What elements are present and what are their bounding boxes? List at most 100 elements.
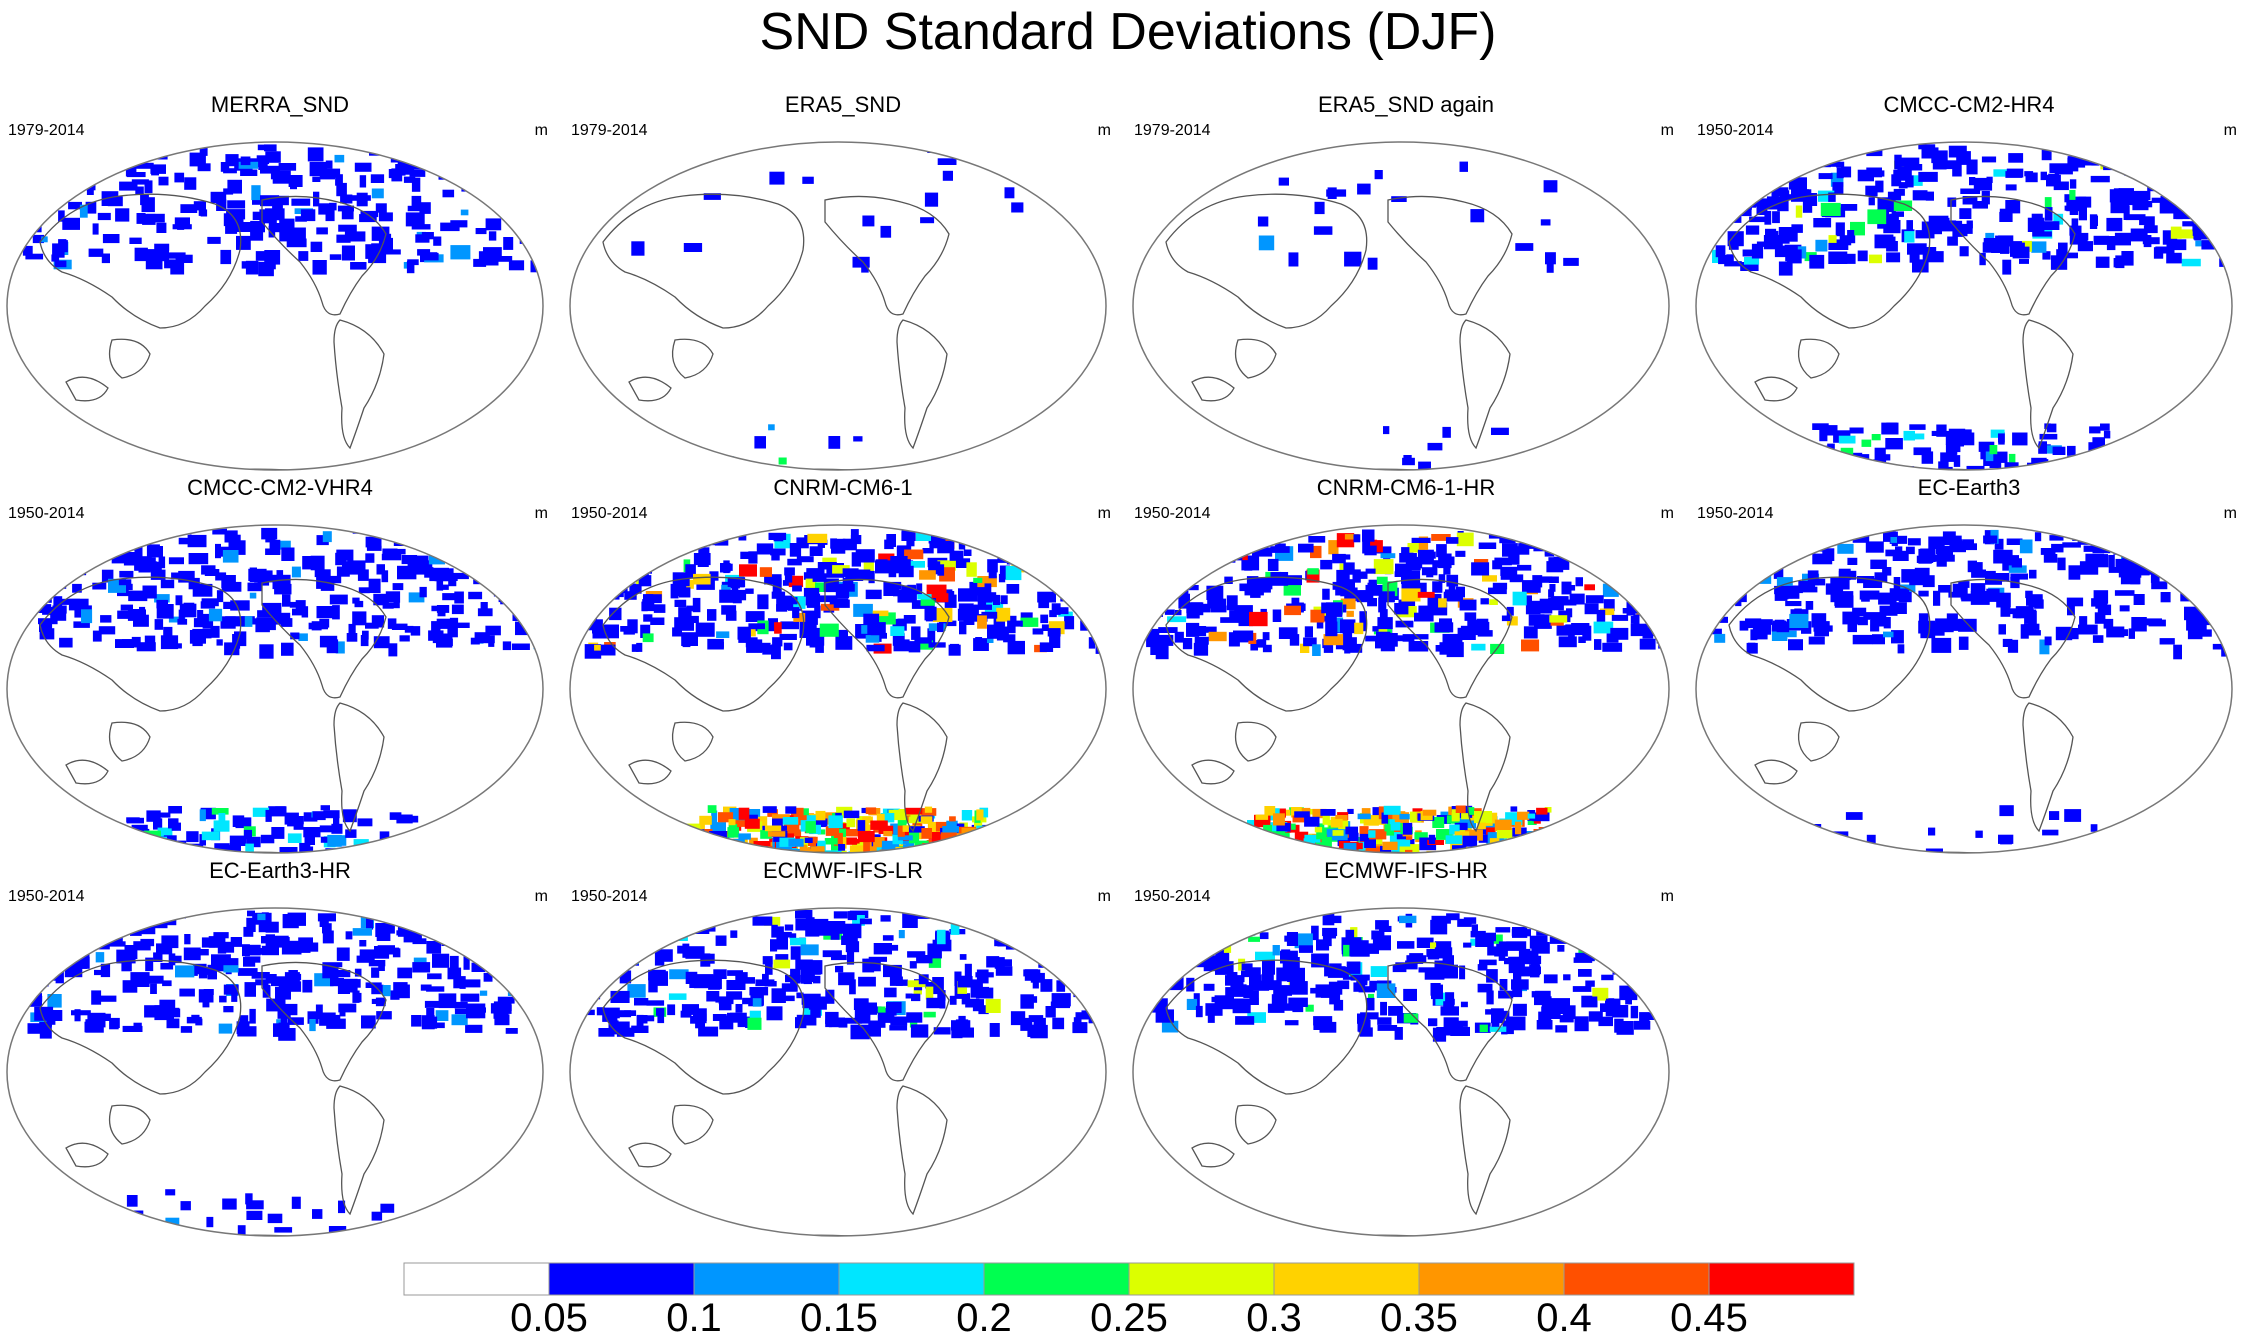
snow-cell bbox=[1857, 169, 1874, 182]
snow-cell bbox=[1255, 814, 1269, 820]
snow-cell bbox=[1294, 831, 1309, 843]
snow-cell bbox=[85, 543, 103, 550]
snow-cell bbox=[1909, 571, 1928, 586]
snow-cell bbox=[200, 209, 208, 217]
snow-cell bbox=[1230, 537, 1240, 543]
coastline bbox=[65, 376, 109, 402]
snow-cell bbox=[1056, 980, 1066, 992]
snow-cell bbox=[1293, 842, 1309, 853]
snow-cell bbox=[1880, 468, 1888, 470]
snow-cell bbox=[156, 943, 173, 955]
panel-title: CNRM-CM6-1-HR bbox=[1316, 475, 1496, 500]
snow-cell bbox=[2053, 181, 2069, 191]
snow-cell bbox=[1210, 605, 1227, 613]
snow-cell bbox=[1998, 624, 2006, 635]
snow-cell bbox=[133, 162, 154, 169]
snow-cell bbox=[174, 172, 185, 183]
snow-cell bbox=[1545, 252, 1556, 265]
snow-cell bbox=[1298, 543, 1314, 553]
snow-cell bbox=[1070, 530, 1087, 546]
snow-cell bbox=[319, 825, 336, 833]
snow-cell bbox=[1811, 148, 1825, 155]
snow-cell bbox=[1166, 938, 1186, 948]
snow-cell bbox=[1912, 190, 1928, 201]
snow-cell bbox=[375, 203, 387, 213]
snow-cell bbox=[426, 986, 445, 992]
snow-cell bbox=[2002, 638, 2013, 647]
snow-cell bbox=[2144, 146, 2152, 153]
snow-cell bbox=[305, 846, 314, 853]
snow-cell bbox=[1847, 230, 1855, 243]
snow-cell bbox=[1954, 471, 1960, 472]
snow-cell bbox=[323, 810, 340, 819]
coastline bbox=[1728, 576, 1931, 712]
snow-cell bbox=[80, 932, 98, 941]
snow-cell bbox=[1346, 832, 1359, 841]
snow-cell bbox=[198, 972, 208, 979]
snow-cell bbox=[525, 603, 537, 616]
snow-cell bbox=[212, 528, 227, 535]
snow-cell bbox=[368, 960, 386, 967]
snow-cell bbox=[2042, 829, 2059, 836]
snow-cell bbox=[2217, 593, 2231, 602]
snow-cell bbox=[1364, 837, 1376, 848]
snow-cell bbox=[223, 581, 232, 590]
snow-cell bbox=[243, 956, 256, 967]
snow-cell bbox=[1620, 924, 1637, 938]
snow-cell bbox=[1841, 166, 1852, 178]
snow-cell bbox=[1403, 1013, 1418, 1023]
snow-cell bbox=[958, 603, 974, 614]
snow-cell bbox=[1936, 424, 1947, 437]
snow-cell bbox=[1906, 220, 1913, 233]
snow-cell bbox=[595, 589, 605, 602]
snow-cell bbox=[2108, 567, 2120, 573]
snow-cell bbox=[1046, 552, 1060, 567]
snow-cell bbox=[307, 147, 324, 162]
snow-cell bbox=[1060, 607, 1069, 615]
snow-cell bbox=[222, 550, 239, 563]
snow-cell bbox=[289, 601, 302, 608]
snow-cell bbox=[2011, 558, 2022, 568]
snow-cell bbox=[752, 998, 762, 1007]
snow-cell bbox=[1392, 964, 1407, 973]
snow-cell bbox=[1273, 985, 1292, 996]
snow-cell bbox=[2125, 214, 2146, 221]
snow-cell bbox=[1857, 471, 1874, 472]
snow-cell bbox=[426, 1008, 435, 1022]
snow-cell bbox=[977, 576, 997, 588]
snow-cell bbox=[1578, 636, 1586, 643]
snow-cell bbox=[1394, 1027, 1403, 1040]
snow-cell bbox=[1745, 225, 1760, 235]
snow-cell bbox=[328, 1226, 347, 1233]
snow-cell bbox=[430, 914, 447, 922]
snow-cell bbox=[264, 144, 277, 152]
snow-cell bbox=[1894, 154, 1902, 170]
snow-cell bbox=[1443, 562, 1451, 575]
snow-cell bbox=[1446, 537, 1459, 544]
snow-cell bbox=[1417, 582, 1427, 596]
snow-cell bbox=[1490, 849, 1508, 853]
snow-cell bbox=[979, 915, 996, 926]
snow-cell bbox=[689, 840, 708, 850]
snow-cell bbox=[787, 558, 802, 566]
snow-cell bbox=[252, 211, 261, 220]
snow-cell bbox=[465, 948, 478, 955]
snow-cell bbox=[171, 572, 179, 580]
snow-cell bbox=[1409, 953, 1424, 964]
snow-cell bbox=[1381, 812, 1389, 824]
snow-cell bbox=[819, 623, 839, 637]
snow-cell bbox=[701, 844, 715, 853]
snow-cell bbox=[463, 916, 476, 928]
snow-cell bbox=[293, 816, 304, 825]
snow-cell bbox=[1576, 934, 1593, 942]
snow-cell bbox=[1884, 216, 1894, 228]
snow-cell bbox=[202, 613, 214, 629]
snow-cell bbox=[392, 948, 401, 958]
snow-cell bbox=[739, 564, 757, 577]
snow-cell bbox=[267, 1213, 283, 1224]
snow-cell bbox=[1596, 527, 1615, 537]
snow-cell bbox=[958, 540, 966, 550]
snow-cell bbox=[1377, 617, 1393, 630]
snow-cell bbox=[1366, 997, 1375, 1011]
snow-cell bbox=[1407, 543, 1425, 553]
